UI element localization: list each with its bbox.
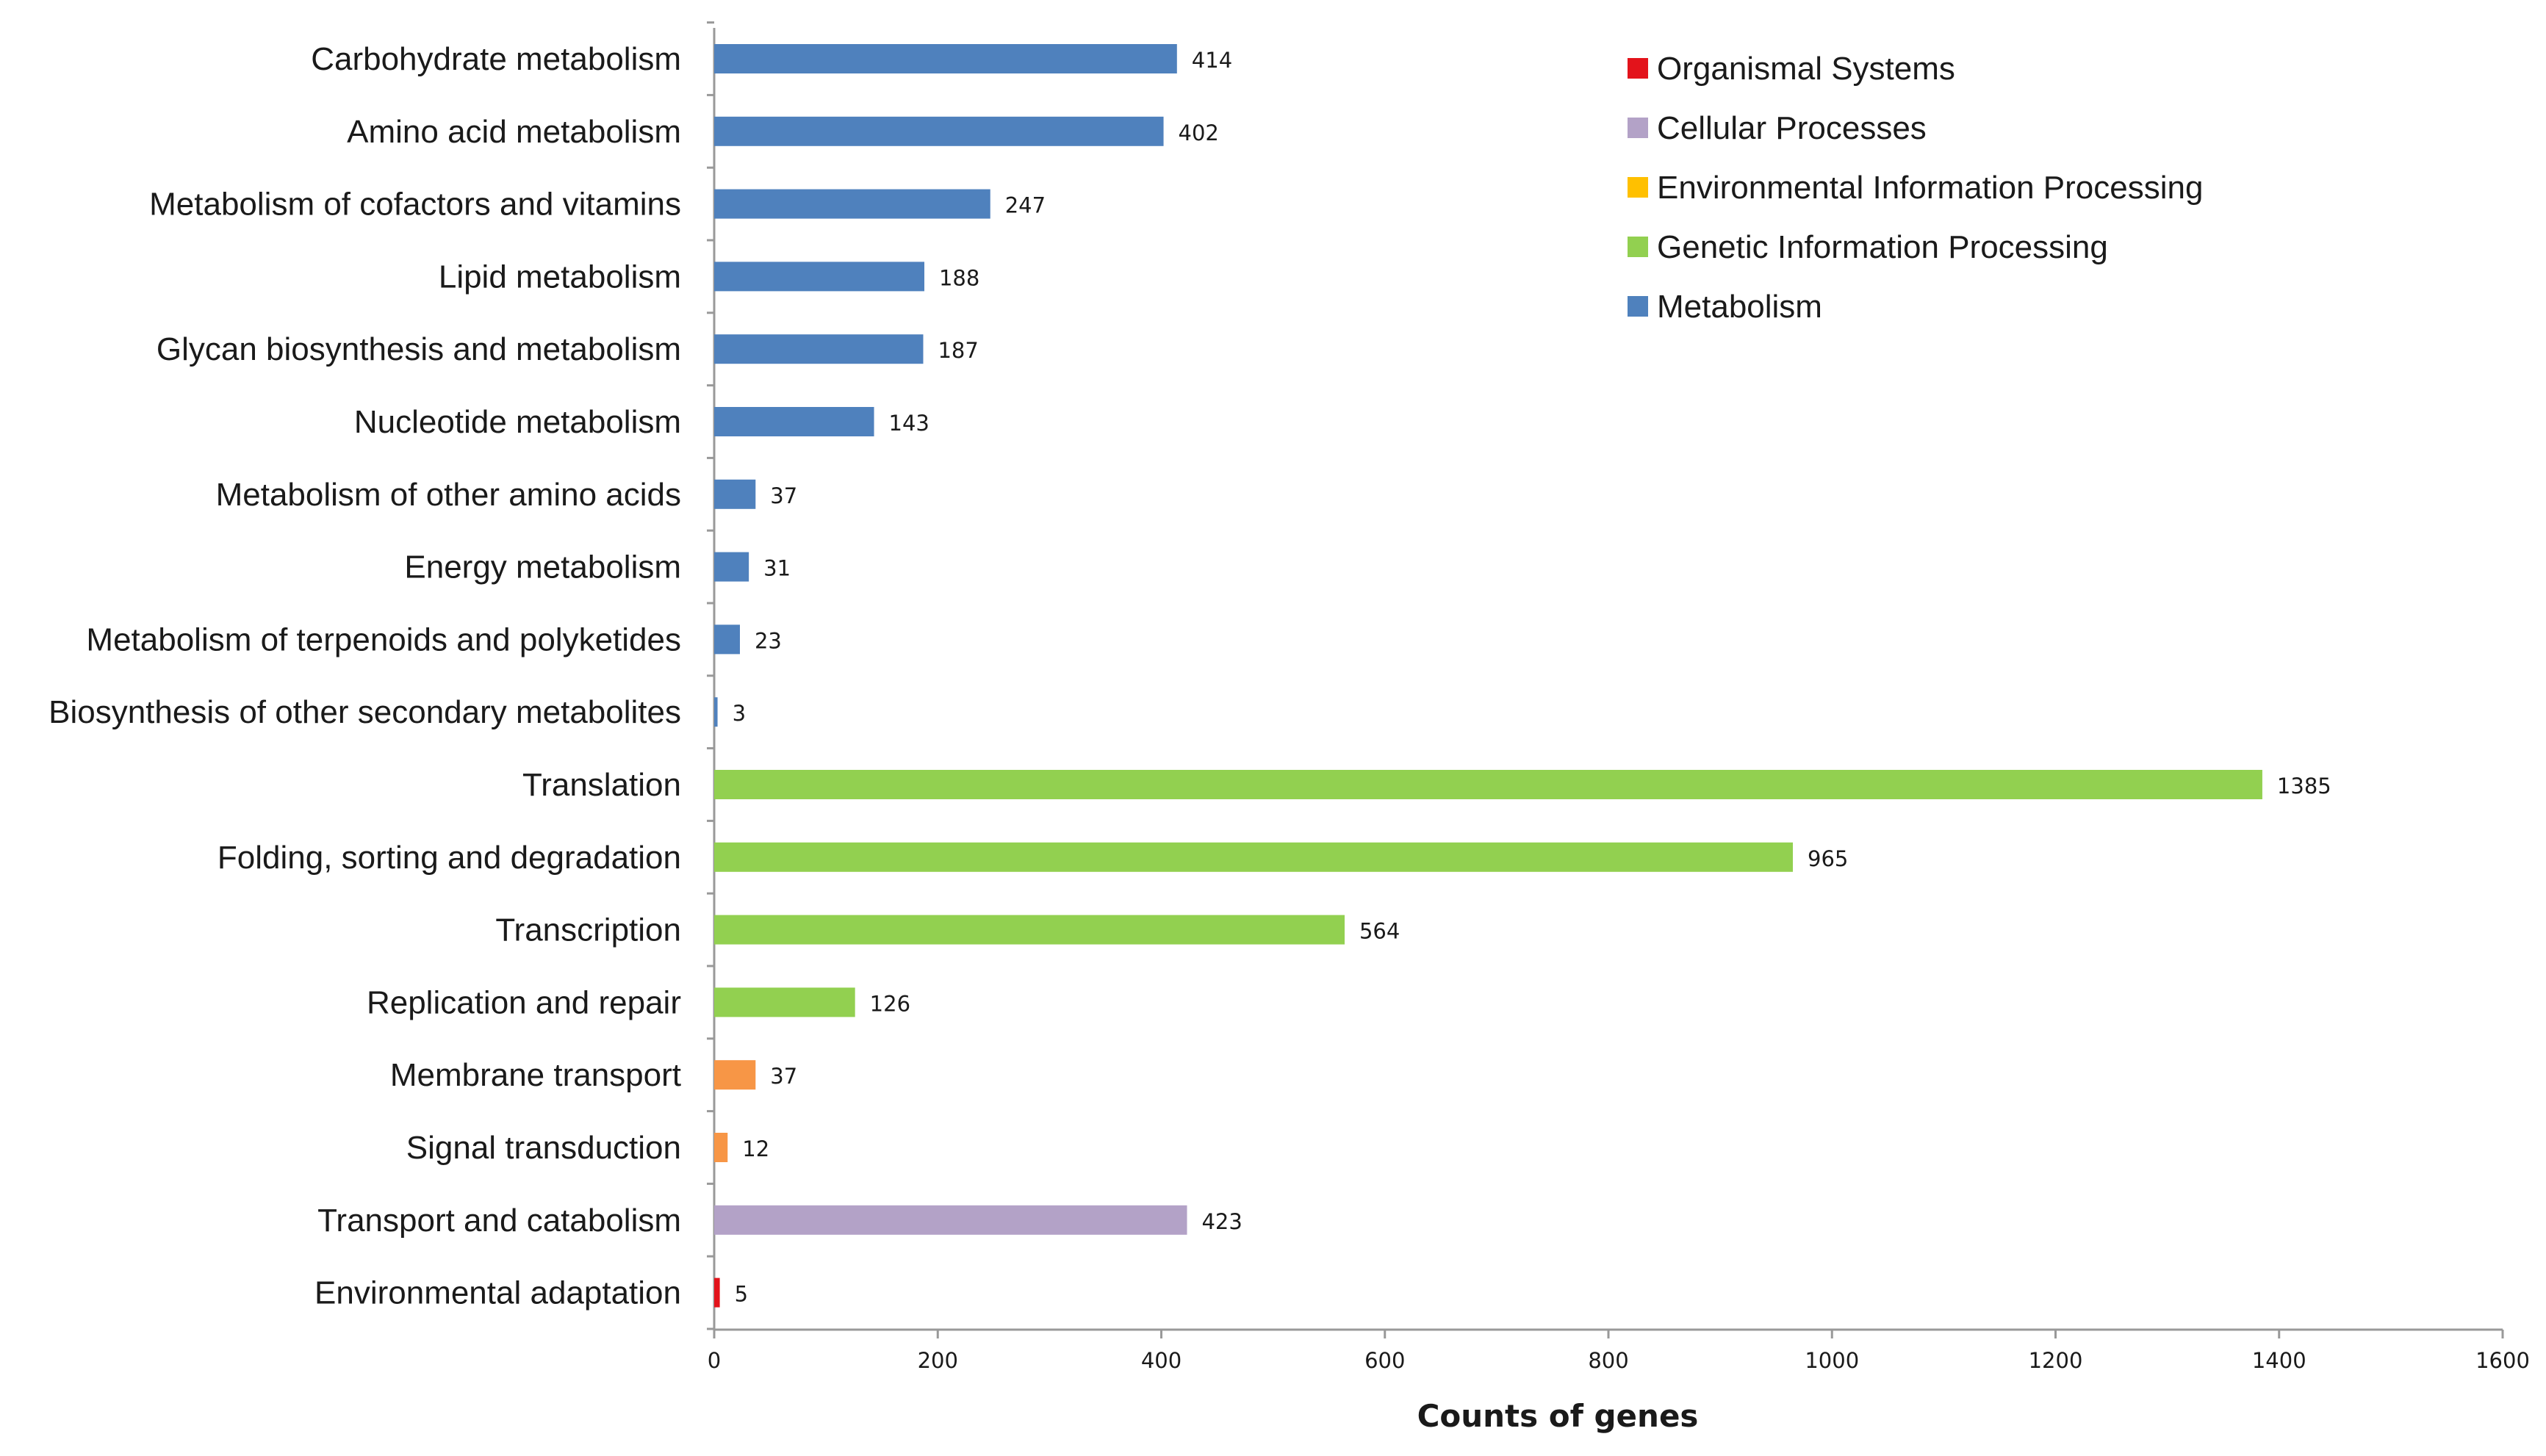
value-label: 23	[755, 628, 782, 653]
category-label: Carbohydrate metabolism	[311, 41, 681, 77]
category-label: Translation	[522, 767, 681, 803]
bar-biosynthesis-of-other-secondary-metabolites	[714, 697, 718, 727]
bar-transport-and-catabolism	[714, 1205, 1187, 1235]
value-label: 37	[770, 483, 797, 508]
bar-metabolism-of-terpenoids-and-polyketides	[714, 624, 740, 655]
value-label: 188	[939, 265, 979, 290]
x-tick-label: 400	[1141, 1348, 1182, 1373]
category-label: Lipid metabolism	[439, 259, 681, 295]
category-label: Transport and catabolism	[317, 1203, 681, 1239]
bar-replication-and-repair	[714, 987, 855, 1017]
category-label: Glycan biosynthesis and metabolism	[157, 331, 681, 367]
value-label: 965	[1808, 846, 1848, 871]
plot-area: 0 200 400 600 800 1000 1200 1400 1600 Carbohydra…	[48, 21, 2530, 1373]
category-label: Nucleotide metabolism	[354, 404, 681, 440]
value-label: 5	[735, 1282, 748, 1307]
bar-energy-metabolism	[714, 552, 749, 582]
x-tick-label: 600	[1364, 1348, 1405, 1373]
x-tick-label: 1600	[2475, 1348, 2530, 1373]
legend-swatch-genetic-information-processing	[1628, 237, 1648, 257]
value-label: 143	[889, 411, 929, 436]
value-label: 564	[1359, 919, 1400, 944]
bar-nucleotide-metabolism	[714, 407, 874, 436]
y-axis-ticks	[707, 21, 714, 1330]
legend-label: Environmental Information Processing	[1657, 170, 2203, 206]
legend-label: Cellular Processes	[1657, 110, 1927, 146]
bar-metabolism-of-cofactors-and-vitamins	[714, 189, 990, 219]
value-label: 126	[870, 991, 910, 1016]
value-label: 187	[938, 338, 978, 363]
bar-lipid-metabolism	[714, 262, 924, 292]
category-label: Environmental adaptation	[314, 1275, 681, 1311]
category-label: Membrane transport	[390, 1057, 681, 1093]
legend-swatch-environmental-information-processing	[1628, 177, 1648, 198]
value-label: 1385	[2277, 774, 2331, 799]
category-label: Biosynthesis of other secondary metaboli…	[48, 694, 681, 730]
legend-label: Genetic Information Processing	[1657, 229, 2108, 265]
bar-signal-transduction	[714, 1133, 728, 1162]
bar-metabolism-of-other-amino-acids	[714, 479, 756, 509]
x-axis-ticks: 0 200 400 600 800 1000 1200 1400 1600	[708, 1330, 2530, 1373]
value-label: 12	[742, 1136, 769, 1161]
x-tick-label: 1400	[2252, 1348, 2306, 1373]
x-tick-label: 200	[918, 1348, 958, 1373]
bar-translation	[714, 770, 2262, 799]
x-tick-label: 1000	[1805, 1348, 1859, 1373]
category-label: Metabolism of cofactors and vitamins	[149, 187, 681, 223]
category-label: Amino acid metabolism	[347, 114, 681, 150]
value-label: 423	[1201, 1209, 1242, 1234]
category-label: Metabolism of terpenoids and polyketides	[86, 621, 681, 657]
value-label: 247	[1005, 193, 1046, 218]
bar-glycan-biosynthesis-and-metabolism	[714, 334, 924, 364]
category-label: Signal transduction	[406, 1130, 681, 1166]
category-label: Transcription	[495, 912, 681, 948]
x-tick-label: 0	[708, 1348, 721, 1373]
bar-carbohydrate-metabolism	[714, 44, 1177, 73]
value-label: 3	[733, 701, 746, 726]
category-label: Metabolism of other amino acids	[216, 477, 681, 513]
x-axis-title: Counts of genes	[1417, 1398, 1699, 1434]
value-label: 37	[770, 1064, 797, 1089]
category-label: Replication and repair	[367, 984, 681, 1020]
legend-swatch-organismal-systems	[1628, 58, 1648, 79]
legend-label: Metabolism	[1657, 289, 1822, 325]
bar-amino-acid-metabolism	[714, 116, 1164, 146]
value-label: 31	[763, 556, 791, 581]
category-label: Energy metabolism	[404, 549, 681, 585]
category-label: Folding, sorting and degradation	[217, 840, 681, 876]
bar-membrane-transport	[714, 1060, 756, 1090]
bar-environmental-adaptation	[714, 1277, 720, 1308]
value-label: 402	[1179, 120, 1219, 145]
bar-folding-sorting-and-degradation	[714, 842, 1794, 872]
legend-label: Organismal Systems	[1657, 51, 1955, 87]
x-tick-label: 800	[1588, 1348, 1628, 1373]
bar-transcription	[714, 915, 1345, 945]
legend-swatch-metabolism	[1628, 296, 1648, 317]
legend-swatch-cellular-processes	[1628, 118, 1648, 138]
x-tick-label: 1200	[2029, 1348, 2083, 1373]
value-label: 414	[1192, 48, 1232, 73]
legend: Organismal Systems Cellular Processes Envi…	[1628, 51, 2203, 325]
bars: Carbohydrate metabolism 414 Amino acid met…	[48, 41, 2331, 1311]
